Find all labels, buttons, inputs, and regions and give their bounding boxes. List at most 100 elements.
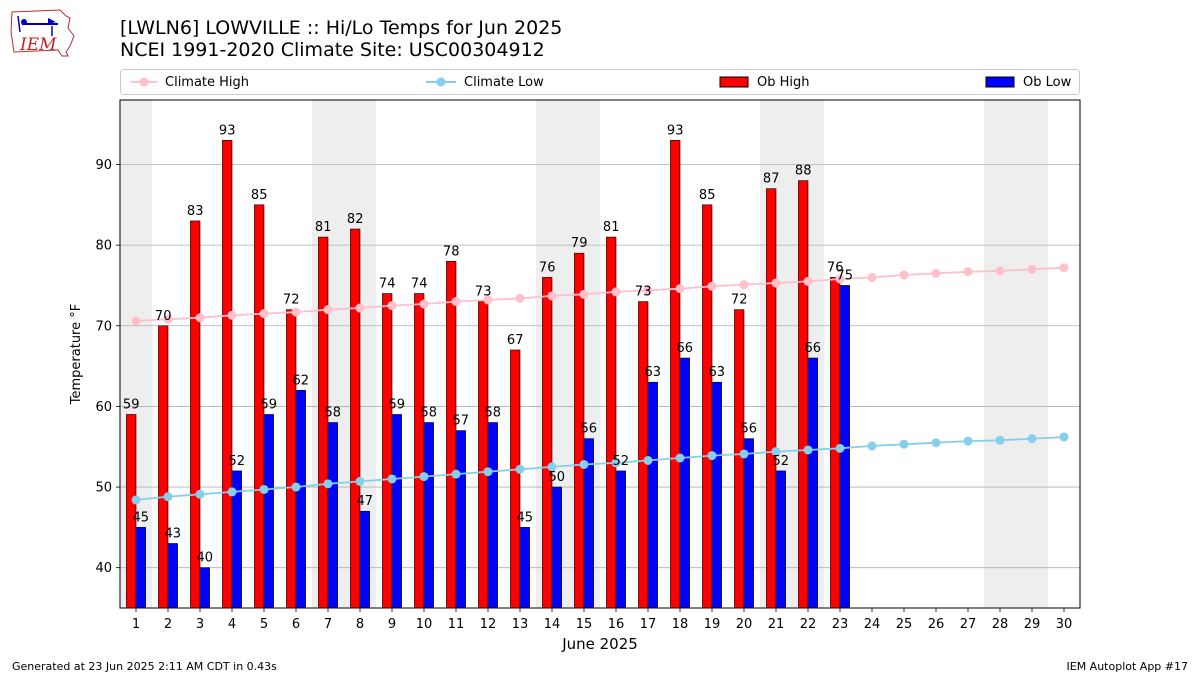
x-tick-label: 26 xyxy=(928,617,945,632)
x-axis-label: June 2025 xyxy=(561,635,638,653)
x-tick-label: 2 xyxy=(164,617,172,632)
climate-low-point xyxy=(451,469,461,479)
climate-high-point xyxy=(675,284,685,294)
ob-high-bar xyxy=(222,140,233,609)
climate-low-point xyxy=(899,439,909,449)
climate-high-point xyxy=(963,267,973,277)
ob-low-value-label: 56 xyxy=(741,422,758,437)
x-tick-label: 15 xyxy=(576,617,593,632)
climate-low-point xyxy=(643,455,653,465)
climate-low-point xyxy=(579,459,589,469)
ob-low-value-label: 58 xyxy=(325,406,342,421)
y-tick-label: 50 xyxy=(95,481,112,496)
ob-low-bar xyxy=(519,527,530,609)
ob-high-bar xyxy=(510,349,521,609)
x-tick-label: 5 xyxy=(260,617,268,632)
ob-high-value-label: 83 xyxy=(187,204,204,219)
ob-low-bar xyxy=(199,567,210,609)
ob-low-value-label: 58 xyxy=(421,406,438,421)
ob-low-bar xyxy=(135,527,146,609)
ob-high-value-label: 67 xyxy=(507,333,524,348)
climate-low-point xyxy=(387,474,397,484)
x-tick-label: 1 xyxy=(132,617,140,632)
climate-low-point xyxy=(195,489,205,499)
ob-low-bar xyxy=(263,414,274,609)
ob-low-value-label: 57 xyxy=(453,414,470,429)
plot-frame xyxy=(119,99,1081,609)
ob-low-bar xyxy=(487,422,498,609)
climate-high-point xyxy=(995,266,1005,276)
x-tick-label: 17 xyxy=(640,617,657,632)
iem-logo: IEM xyxy=(10,9,75,57)
ob-high-bar xyxy=(542,277,553,609)
ob-high-value-label: 93 xyxy=(219,123,236,138)
ob-high-bar xyxy=(382,293,393,609)
ob-low-bar xyxy=(615,470,626,609)
climate-high-point xyxy=(259,309,269,319)
x-tick-label: 20 xyxy=(736,617,753,632)
legend-label-ob-high: Ob High xyxy=(757,74,810,90)
climate-low-point xyxy=(163,492,173,502)
ob-low-value-label: 58 xyxy=(485,406,502,421)
y-tick-label: 80 xyxy=(95,239,112,254)
chart-title: [LWLN6] LOWVILLE :: Hi/Lo Temps for Jun … xyxy=(120,17,563,39)
ob-high-swatch-icon xyxy=(719,76,749,88)
climate-high-point xyxy=(163,314,173,324)
y-axis-label: Temperature °F xyxy=(69,304,84,405)
climate-low-point xyxy=(963,436,973,446)
y-tick-label: 40 xyxy=(95,561,112,576)
climate-low-point xyxy=(1059,432,1069,442)
ob-low-bar xyxy=(807,357,818,609)
climate-low-point xyxy=(483,467,493,477)
ob-high-value-label: 87 xyxy=(763,172,780,187)
ob-low-value-label: 62 xyxy=(293,373,310,388)
climate-high-point xyxy=(547,291,557,301)
ob-high-value-label: 76 xyxy=(539,260,556,275)
y-tick-label: 60 xyxy=(95,400,112,415)
climate-high-point xyxy=(1059,263,1069,273)
ob-high-bar xyxy=(446,260,457,609)
footer-app-id: IEM Autoplot App #17 xyxy=(1066,660,1189,673)
ob-high-value-label: 81 xyxy=(603,220,620,235)
legend-label-climate-high: Climate High xyxy=(165,74,250,90)
climate-low-line-icon xyxy=(426,77,456,87)
ob-high-bar xyxy=(830,277,841,609)
climate-high-point xyxy=(579,289,589,299)
legend-label-ob-low: Ob Low xyxy=(1023,74,1072,90)
ob-high-value-label: 59 xyxy=(123,397,140,412)
ob-high-value-label: 72 xyxy=(731,293,748,308)
climate-high-point xyxy=(739,280,749,290)
x-tick-label: 19 xyxy=(704,617,721,632)
ob-high-bar xyxy=(670,140,681,609)
x-tick-label: 29 xyxy=(1024,617,1041,632)
climate-low-point xyxy=(803,445,813,455)
climate-high-point xyxy=(1027,264,1037,274)
ob-high-bar xyxy=(734,309,745,609)
ob-low-value-label: 66 xyxy=(805,341,822,356)
ob-low-value-label: 63 xyxy=(645,365,662,380)
x-tick-label: 7 xyxy=(324,617,332,632)
legend-item-climate-high: Climate High xyxy=(131,70,249,94)
ob-low-value-label: 56 xyxy=(581,422,598,437)
ob-low-bar xyxy=(167,543,178,609)
climate-high-point xyxy=(483,295,493,305)
x-tick-label: 11 xyxy=(448,617,465,632)
climate-high-line xyxy=(135,266,1065,322)
climate-low-point xyxy=(291,482,301,492)
ob-low-value-label: 59 xyxy=(389,397,406,412)
x-tick-label: 21 xyxy=(768,617,785,632)
climate-low-point xyxy=(931,438,941,448)
x-tick-label: 25 xyxy=(896,617,913,632)
ob-high-bar xyxy=(158,325,169,609)
ob-low-value-label: 75 xyxy=(837,268,854,283)
ob-low-swatch-icon xyxy=(985,76,1015,88)
ob-high-bar xyxy=(702,204,713,609)
x-tick-label: 12 xyxy=(480,617,497,632)
climate-low-point xyxy=(675,453,685,463)
climate-high-point xyxy=(227,310,237,320)
weekend-band xyxy=(984,100,1016,608)
ob-high-value-label: 85 xyxy=(699,188,716,203)
ob-high-value-label: 78 xyxy=(443,244,460,259)
x-tick-label: 18 xyxy=(672,617,689,632)
